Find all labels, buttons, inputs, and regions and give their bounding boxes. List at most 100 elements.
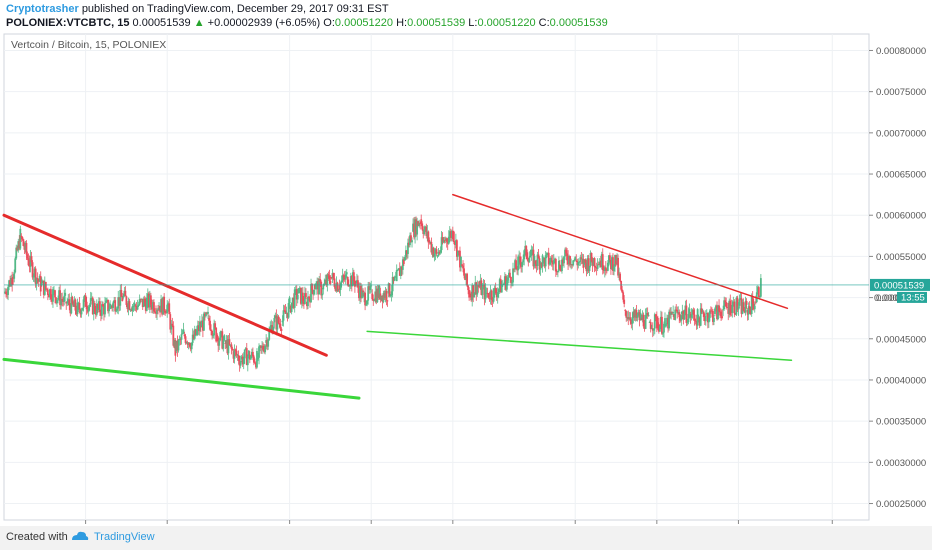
- y-tick-label: 0.00030000: [876, 458, 926, 469]
- open-value: 0.00051220: [334, 17, 394, 29]
- candle-body: [621, 289, 624, 293]
- candle-body: [699, 308, 702, 326]
- price-tag-group: 0.00051539 0.000 13:55: [870, 278, 930, 304]
- candle-body: [367, 286, 370, 301]
- candle-body: [442, 240, 445, 243]
- candle-body: [75, 310, 78, 315]
- candle-body: [391, 276, 394, 292]
- candle-body: [74, 299, 77, 311]
- candle-body: [5, 291, 7, 294]
- candle-body: [727, 307, 730, 314]
- candle-body: [112, 302, 115, 308]
- candle-body: [103, 306, 105, 315]
- candle-body: [57, 298, 59, 300]
- price-chart[interactable]: 0.00025000 0.00030000 0.00035000 0.00040000…: [0, 32, 932, 526]
- candle-body: [533, 255, 536, 267]
- candle-body: [80, 310, 83, 315]
- candle-body: [714, 308, 716, 315]
- candle-body: [548, 262, 551, 265]
- candle-body: [733, 301, 736, 314]
- candle-body: [263, 349, 266, 353]
- candle-body: [635, 310, 638, 318]
- candle-body: [649, 322, 652, 329]
- candle-body: [655, 316, 658, 329]
- candle-body: [196, 325, 199, 331]
- candle-body: [524, 245, 527, 251]
- candle-body: [615, 254, 617, 265]
- candle-body: [605, 269, 608, 271]
- candle-body: [209, 320, 211, 330]
- candle-body: [634, 310, 637, 318]
- candle-body: [616, 257, 618, 261]
- candle-body: [31, 262, 34, 278]
- candle-body: [448, 231, 451, 237]
- candle-body: [60, 298, 63, 306]
- candle-body: [301, 292, 304, 302]
- candle-body: [300, 292, 303, 304]
- candle-body: [140, 298, 143, 300]
- tradingview-brand-link[interactable]: TradingView: [94, 531, 155, 543]
- candle-body: [343, 277, 346, 280]
- candle-body: [542, 257, 545, 261]
- candle-body: [249, 356, 252, 360]
- candle-body: [602, 270, 605, 271]
- candle-body: [335, 282, 338, 291]
- candle-body: [677, 312, 680, 314]
- candle-body: [45, 288, 48, 290]
- candle-body: [625, 310, 628, 318]
- candle-body: [225, 340, 228, 344]
- candle-body: [488, 297, 491, 300]
- candle-body: [330, 277, 333, 279]
- candle-body: [111, 305, 114, 308]
- candle-body: [489, 290, 492, 300]
- candle-body: [556, 270, 559, 272]
- candle-body: [451, 230, 454, 240]
- candle-body: [89, 298, 92, 305]
- candle-body: [417, 221, 420, 226]
- candle-body: [218, 340, 221, 346]
- candle-body: [125, 296, 128, 305]
- author-link[interactable]: Cryptotrasher: [6, 3, 79, 15]
- candle-body: [518, 256, 521, 265]
- candle-body: [243, 349, 246, 359]
- candle-body: [290, 302, 293, 313]
- candle-body: [358, 287, 360, 299]
- candle-body: [179, 339, 182, 341]
- candle-body: [308, 296, 310, 298]
- candle-body: [666, 317, 668, 324]
- candle-body: [293, 289, 296, 308]
- candle-body: [399, 266, 402, 276]
- candle-body: [441, 237, 444, 243]
- candle-body: [576, 260, 579, 266]
- candle-body: [21, 237, 24, 240]
- candle-body: [130, 309, 133, 311]
- candle-body: [47, 294, 50, 298]
- candle-body: [34, 268, 37, 284]
- candle-body: [517, 256, 520, 271]
- candle-body: [10, 277, 13, 286]
- candle-body: [440, 237, 443, 251]
- candle-body: [152, 302, 154, 310]
- candle-body: [151, 304, 153, 310]
- candle-body: [432, 247, 435, 257]
- candle-body: [247, 350, 250, 357]
- candle-body: [195, 330, 198, 335]
- candle-body: [759, 278, 762, 297]
- candle-body: [478, 286, 481, 288]
- candle-body: [44, 281, 47, 289]
- candle-body: [497, 288, 500, 293]
- candle-body: [387, 283, 390, 294]
- candle-body: [22, 239, 25, 246]
- candle-body: [165, 312, 168, 314]
- candle-body: [302, 301, 305, 304]
- candle-body: [259, 345, 261, 347]
- candle-body: [28, 260, 31, 267]
- candle-body: [610, 259, 612, 270]
- candle-body: [190, 342, 193, 350]
- candle-body: [224, 342, 227, 344]
- candle-body: [424, 226, 427, 230]
- candle-body: [688, 308, 691, 314]
- candle-body: [322, 285, 325, 290]
- candle-body: [231, 348, 234, 350]
- candle-body: [237, 355, 240, 362]
